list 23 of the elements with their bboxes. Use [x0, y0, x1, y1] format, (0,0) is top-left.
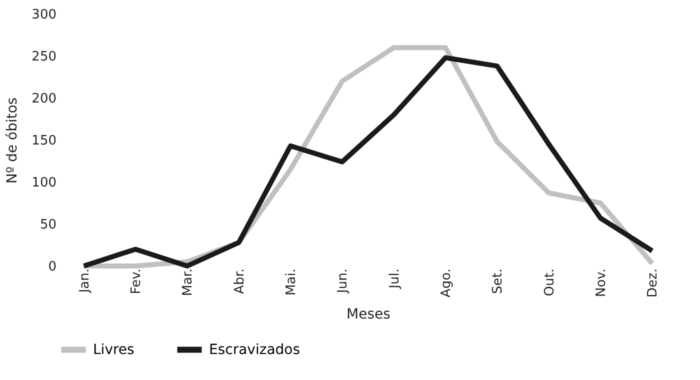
y-tick-label: 200 [32, 92, 56, 106]
legend-label: Livres [93, 342, 134, 358]
y-tick-label: 300 [32, 8, 56, 22]
y-tick-label: 100 [32, 176, 56, 190]
x-tick-label: Mai. [284, 268, 299, 296]
legend-label: Escravizados [209, 342, 300, 358]
x-tick-label: Ago. [439, 268, 454, 298]
x-tick-label: Out. [542, 268, 558, 296]
x-axis-title: Meses [346, 306, 390, 322]
x-tick-label: Fev. [129, 268, 144, 294]
x-tick-label: Set. [490, 268, 506, 294]
y-tick-label: 50 [40, 218, 56, 232]
x-tick-label: Jan. [77, 268, 92, 294]
x-tick-label: Jun. [336, 268, 351, 294]
y-tick-label: 250 [32, 50, 56, 64]
x-tick-label: Nov. [594, 268, 609, 297]
y-axis-title: Nº de óbitos [4, 97, 21, 184]
x-tick-label: Jul. [387, 268, 402, 290]
y-tick-label: 150 [32, 134, 56, 148]
x-tick-label: Mar. [180, 268, 196, 296]
x-tick-label: Abr. [232, 268, 248, 294]
y-tick-label: 0 [48, 260, 56, 274]
x-tick-label: Dez. [646, 268, 661, 298]
